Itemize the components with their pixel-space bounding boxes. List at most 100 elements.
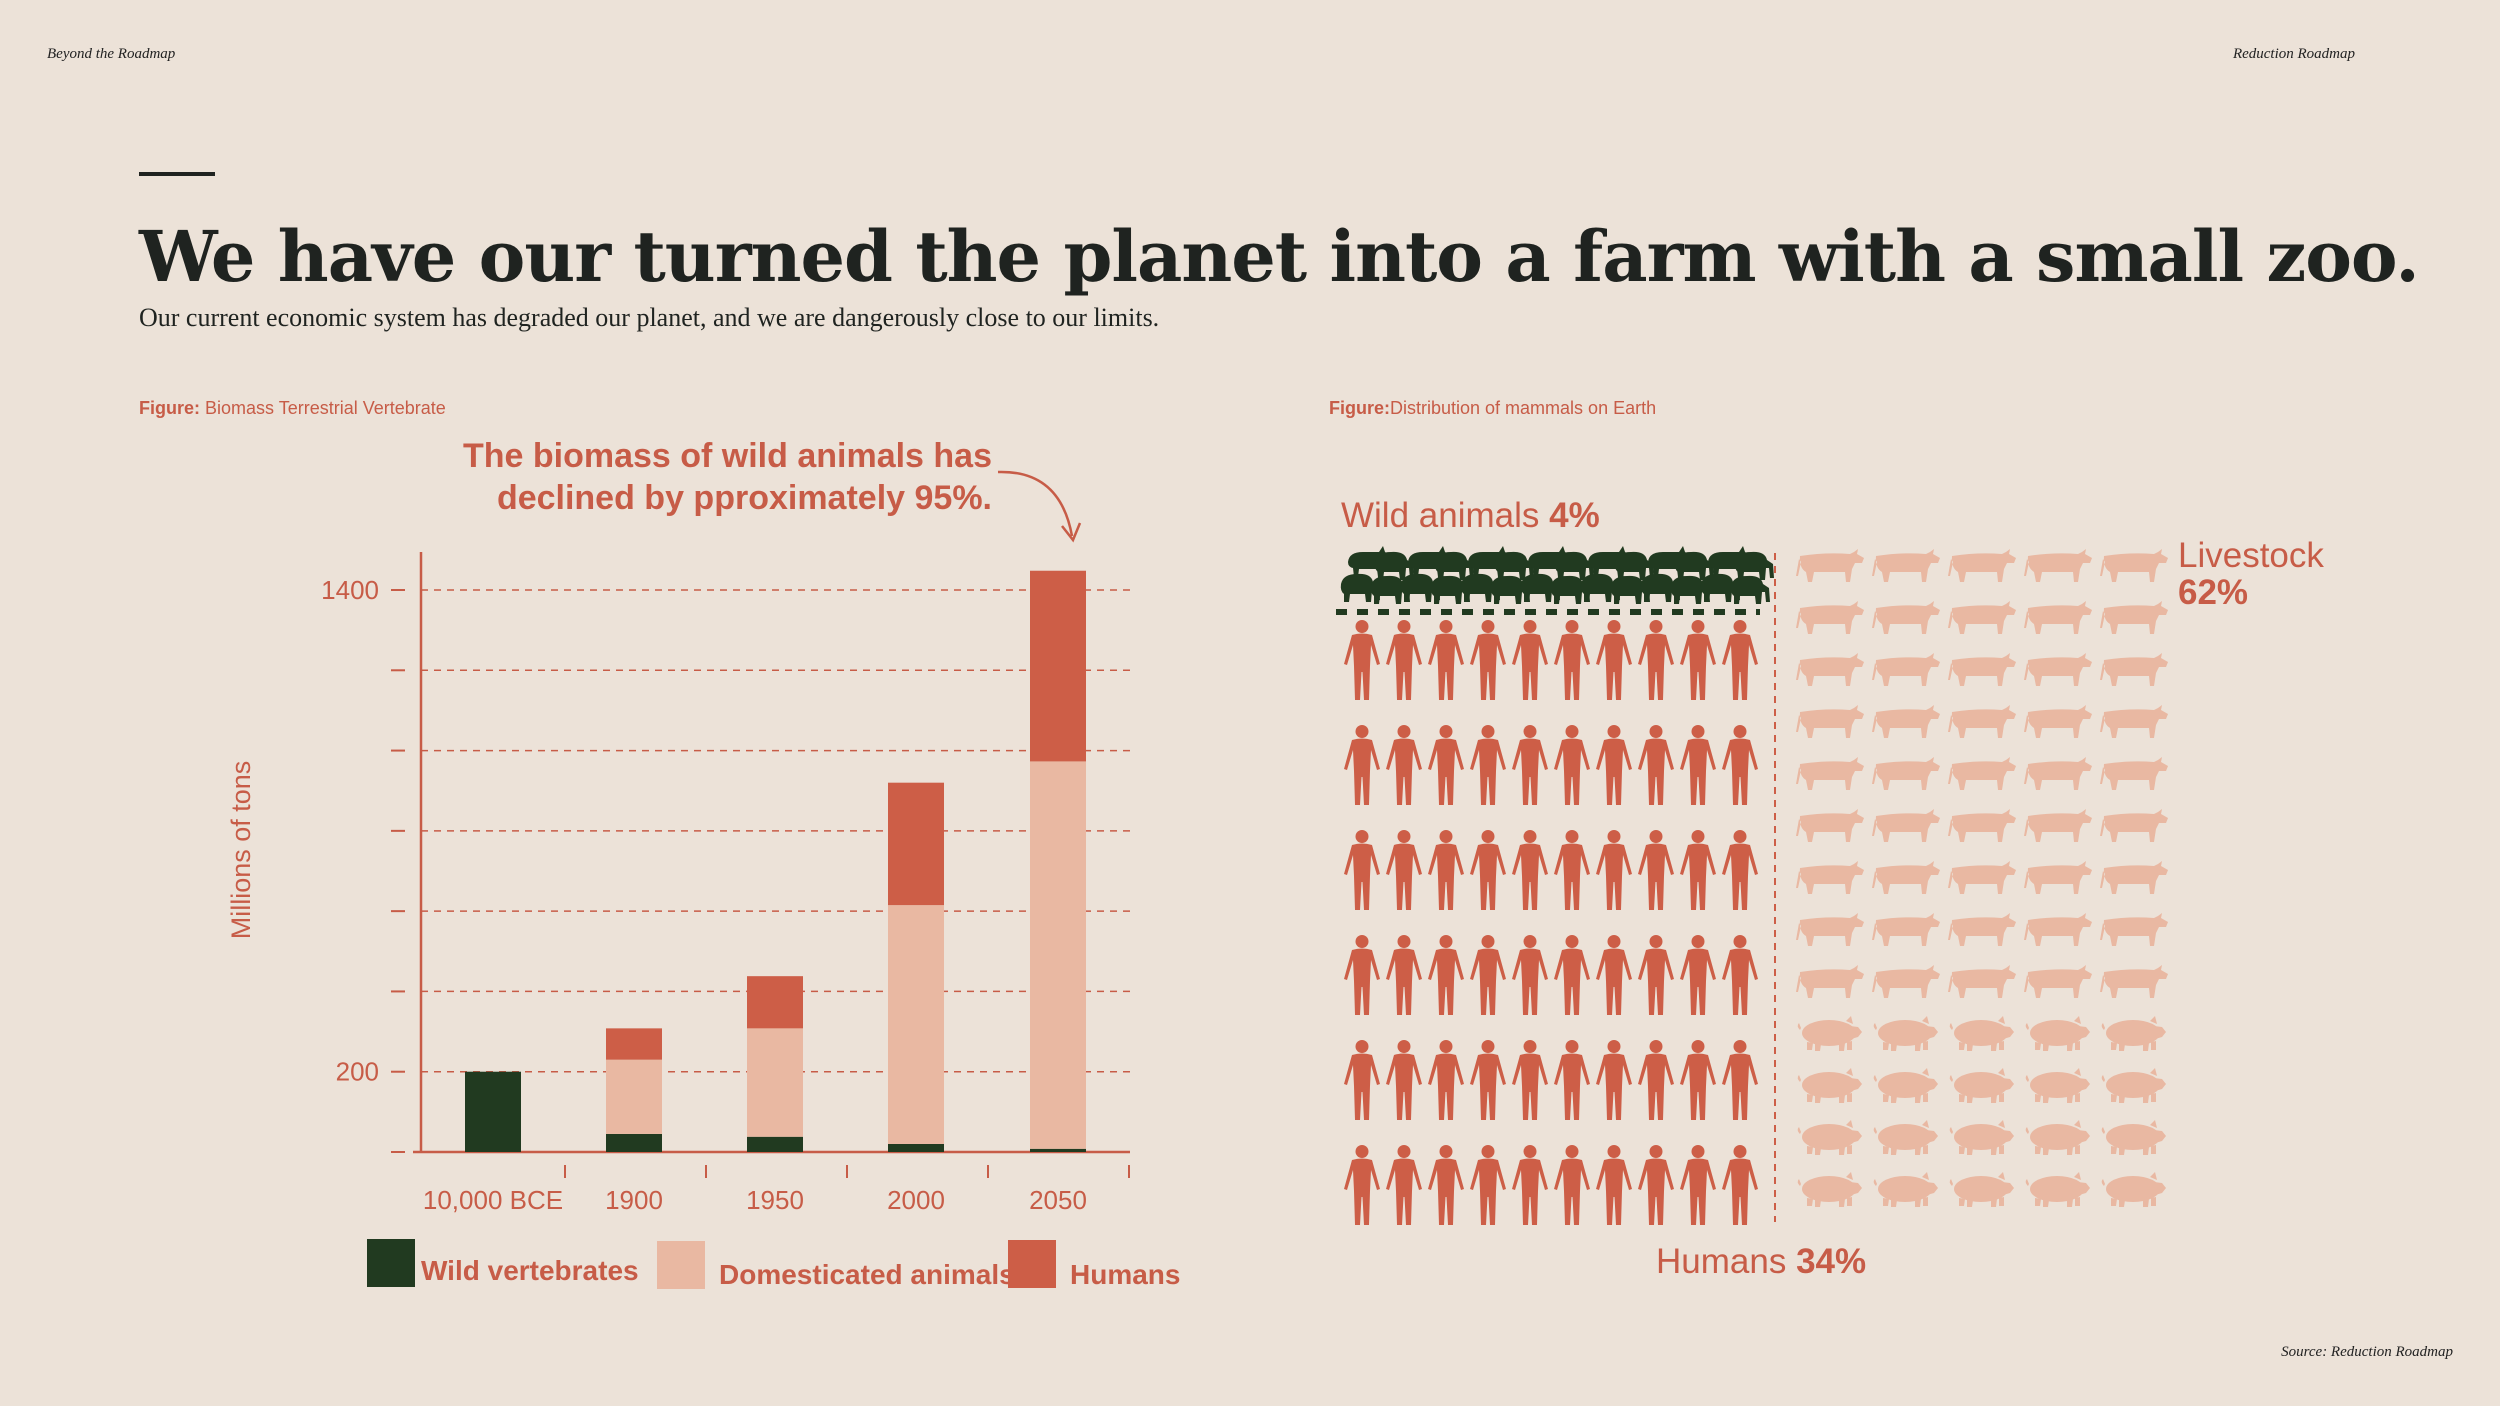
human-icon [1680, 620, 1716, 700]
pig-icon [1797, 1120, 1862, 1155]
human-icon [1470, 1040, 1506, 1120]
page-subtitle: Our current economic system has degraded… [139, 303, 1160, 332]
human-icon [1680, 1145, 1716, 1225]
human-icon [1638, 725, 1674, 805]
cow-icon [2024, 549, 2092, 582]
human-icon [1344, 1040, 1380, 1120]
cow-icon [1796, 757, 1864, 790]
bar-segment [747, 976, 803, 1029]
pig-icon [1873, 1120, 1938, 1155]
legend-label: Humans [1070, 1259, 1180, 1290]
human-icon [1512, 725, 1548, 805]
bar-segment [465, 1071, 521, 1152]
cow-icon [2100, 757, 2168, 790]
x-tick-label: 10,000 BCE [423, 1185, 563, 1215]
pig-icon [1873, 1172, 1938, 1207]
legend-label: Wild vertebrates [421, 1255, 639, 1286]
human-icon [1680, 1040, 1716, 1120]
cow-icon [1796, 601, 1864, 634]
figure-caption-prefix: Figure: [139, 398, 200, 418]
cow-icon [2024, 809, 2092, 842]
annotation-text: The biomass of wild animals has [463, 437, 992, 475]
cow-icon [1948, 705, 2016, 738]
cow-icon [2100, 705, 2168, 738]
human-icon [1428, 1145, 1464, 1225]
pig-icon [1949, 1120, 2014, 1155]
cow-icon [1796, 965, 1864, 998]
cow-icon [1948, 913, 2016, 946]
human-icon [1344, 830, 1380, 910]
human-icon [1344, 935, 1380, 1015]
human-icon [1386, 725, 1422, 805]
human-icon [1344, 620, 1380, 700]
x-tick-label: 1950 [746, 1185, 804, 1215]
pig-icon [1873, 1016, 1938, 1051]
human-icon [1512, 1040, 1548, 1120]
pig-icon [1797, 1016, 1862, 1051]
header-left: Beyond the Roadmap [47, 46, 176, 62]
human-icon [1512, 830, 1548, 910]
bar-segment [888, 782, 944, 906]
cow-icon [1948, 861, 2016, 894]
cow-icon [1796, 653, 1864, 686]
cow-icon [1948, 757, 2016, 790]
human-icon [1722, 1145, 1758, 1225]
cow-icon [2024, 601, 2092, 634]
cow-icon [2024, 913, 2092, 946]
annotation-text: declined by pproximately 95%. [497, 479, 992, 517]
figure-caption-left: Figure: Biomass Terrestrial Vertebrate [139, 398, 446, 419]
pig-icon [2025, 1172, 2090, 1207]
cow-icon [1872, 861, 1940, 894]
pig-icon [2101, 1016, 2166, 1051]
human-icon [1512, 1145, 1548, 1225]
human-icon [1428, 620, 1464, 700]
cow-icon [2100, 913, 2168, 946]
cow-icon [1948, 549, 2016, 582]
human-icon [1722, 725, 1758, 805]
human-icon [1428, 1040, 1464, 1120]
human-icon [1470, 935, 1506, 1015]
human-icon [1596, 620, 1632, 700]
livestock-label: Livestock [2178, 536, 2324, 575]
annotation-arrowhead [1061, 522, 1082, 543]
x-tick-label: 2000 [887, 1185, 945, 1215]
pig-icon [1949, 1016, 2014, 1051]
cow-icon [1796, 913, 1864, 946]
bar-segment [606, 1028, 662, 1060]
human-icon [1554, 725, 1590, 805]
human-icon [1386, 935, 1422, 1015]
human-icon [1596, 830, 1632, 910]
human-icon [1344, 725, 1380, 805]
human-icon [1386, 1145, 1422, 1225]
cow-icon [2100, 861, 2168, 894]
bar-segment [888, 1143, 944, 1152]
cow-icon [2024, 653, 2092, 686]
figure-caption-label: Distribution of mammals on Earth [1390, 398, 1657, 418]
cow-icon [1948, 653, 2016, 686]
human-icon [1680, 935, 1716, 1015]
y-tick-label: 1400 [321, 575, 379, 605]
legend-swatch [367, 1239, 415, 1287]
human-icon [1470, 1145, 1506, 1225]
source-note: Source: Reduction Roadmap [2281, 1344, 2453, 1360]
pig-icon [1949, 1172, 2014, 1207]
figure-caption-prefix: Figure: [1329, 398, 1390, 418]
human-icon [1638, 935, 1674, 1015]
cow-icon [1796, 809, 1864, 842]
human-icon [1638, 1145, 1674, 1225]
human-icon [1428, 830, 1464, 910]
figure-caption-right: Figure:Distribution of mammals on Earth [1329, 398, 1656, 419]
cow-icon [2100, 549, 2168, 582]
pig-icon [1949, 1068, 2014, 1103]
human-icon [1512, 935, 1548, 1015]
cow-icon [1872, 705, 1940, 738]
x-tick-label: 2050 [1029, 1185, 1087, 1215]
human-icon [1554, 1145, 1590, 1225]
cow-icon [2024, 705, 2092, 738]
legend-swatch [657, 1241, 705, 1289]
humans-label: Humans 34% [1656, 1242, 1866, 1281]
cow-icon [1796, 861, 1864, 894]
biomass-bar-chart: The biomass of wild animals has declined … [226, 437, 1180, 1290]
cow-icon [1796, 549, 1864, 582]
pig-icon [2101, 1172, 2166, 1207]
